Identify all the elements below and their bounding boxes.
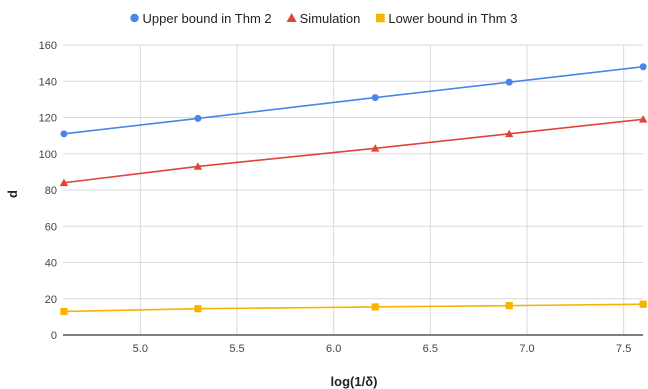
x-axis-ticks: 5.0 5.5 6.0 6.5 7.0 7.5 (133, 343, 632, 355)
data-point (638, 115, 648, 123)
data-point (639, 63, 647, 71)
legend-label: Simulation (300, 11, 361, 26)
data-point (371, 303, 379, 311)
data-point (194, 114, 202, 122)
data-point (59, 178, 69, 187)
legend-label: Upper bound in Thm 2 (143, 11, 272, 26)
x-tick-label: 6.0 (326, 343, 341, 355)
data-point (639, 300, 647, 308)
data-point (60, 130, 68, 138)
x-axis-title: log(1/δ) (331, 374, 378, 389)
data-point (505, 302, 513, 310)
legend: Upper bound in Thm 2 Simulation Lower boun… (130, 11, 517, 26)
legend-marker (376, 13, 385, 23)
series-line-1 (63, 65, 644, 135)
legend-marker (130, 13, 139, 23)
y-tick-label: 100 (39, 149, 57, 161)
legend-marker (286, 12, 297, 23)
y-axis-ticks: 0 20 40 60 80 100 120 140 160 (39, 40, 57, 342)
x-tick-label: 7.5 (616, 343, 631, 355)
data-point (371, 144, 380, 152)
y-tick-label: 80 (45, 185, 57, 197)
y-tick-label: 0 (51, 330, 57, 342)
series-lines (63, 65, 644, 313)
data-point (194, 305, 202, 313)
y-tick-label: 140 (39, 76, 57, 88)
y-tick-label: 40 (45, 258, 57, 270)
series-line-3 (63, 303, 644, 313)
y-axis-title: d (5, 190, 20, 198)
data-point (505, 129, 514, 138)
series-markers (59, 63, 648, 316)
data-point (505, 78, 513, 86)
gridlines (63, 44, 643, 335)
y-tick-label: 60 (45, 221, 57, 233)
x-tick-label: 6.5 (423, 343, 438, 355)
data-point (193, 162, 203, 170)
data-point (371, 94, 379, 102)
x-tick-label: 7.0 (519, 343, 534, 355)
series-line-2 (63, 118, 644, 184)
x-tick-label: 5.5 (229, 343, 244, 355)
y-tick-label: 20 (45, 294, 57, 306)
y-tick-label: 120 (39, 113, 57, 125)
x-tick-label: 5.0 (133, 343, 148, 355)
y-tick-label: 160 (39, 40, 57, 52)
data-point (60, 307, 68, 316)
legend-label: Lower bound in Thm 3 (388, 11, 517, 26)
